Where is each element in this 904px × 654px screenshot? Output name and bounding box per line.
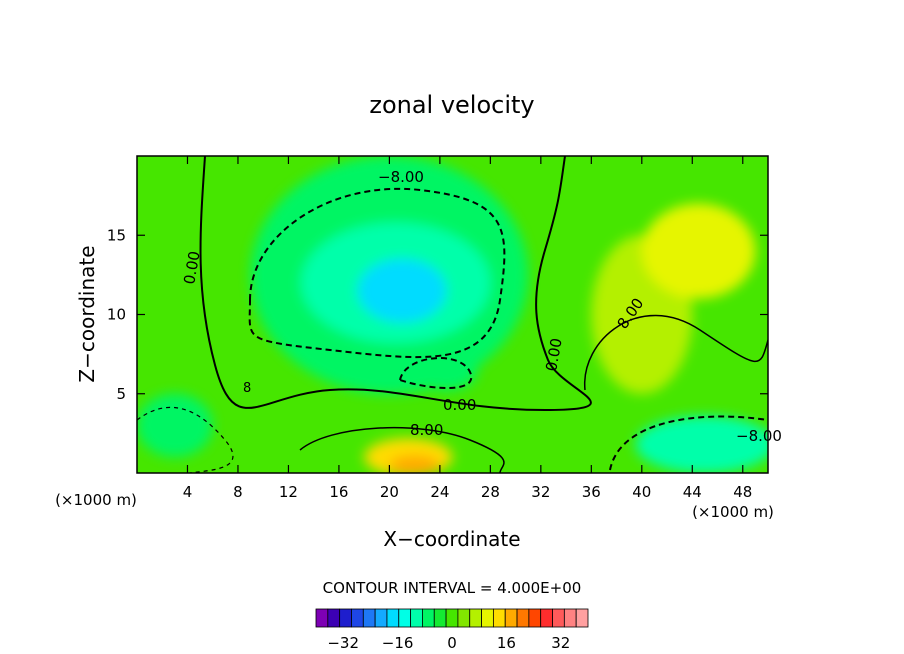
field-region-1 — [137, 393, 213, 458]
colorbar-swatch-10 — [433, 608, 447, 628]
x-unit-right: (×1000 m) — [692, 503, 774, 521]
x-tick-label-24: 24 — [430, 483, 449, 501]
x-tick-label-28: 28 — [481, 483, 500, 501]
contour-label-neg8-top: −8.00 — [378, 168, 424, 186]
contour-lines — [137, 156, 768, 473]
heatmap-field — [137, 156, 768, 473]
colorbar-swatch-19 — [540, 608, 553, 628]
colorbar-swatch-11 — [445, 608, 459, 628]
contour-label-zero-bottom: 0.00 — [443, 396, 476, 414]
colorbar-swatch-15 — [492, 608, 506, 628]
colorbar — [315, 608, 589, 628]
colorbar-swatch-16 — [504, 608, 518, 628]
colorbar-swatch-21 — [563, 608, 577, 628]
colorbar-swatch-7 — [398, 608, 412, 628]
x-tick-label-40: 40 — [632, 483, 651, 501]
contour-neg8-mid — [398, 357, 473, 390]
colorbar-swatch-1 — [327, 608, 341, 628]
colorbar-swatch-5 — [374, 608, 388, 628]
contour-neg8-upper — [248, 187, 506, 359]
contour-label-8-small: 8 — [243, 381, 251, 396]
contour-label-zero-left: 0.00 — [180, 250, 204, 286]
x-tick-label-48: 48 — [733, 483, 752, 501]
colorbar-swatch-17 — [516, 608, 530, 628]
colorbar-swatch-4 — [362, 608, 376, 628]
y-tick-label-15: 15 — [107, 226, 126, 244]
x-tick-label-4: 4 — [183, 483, 193, 501]
y-tick-label-10: 10 — [107, 306, 126, 324]
contour-neg8-bottomright — [609, 415, 768, 471]
x-axis: 4 8 12 16 20 24 28 32 36 40 44 48 — [183, 156, 752, 501]
colorbar-swatch-8 — [410, 608, 423, 628]
colorbar-swatch-18 — [528, 608, 542, 628]
colorbar-swatch-14 — [481, 608, 494, 628]
x-tick-label-16: 16 — [329, 483, 348, 501]
colorbar-swatch-22 — [575, 608, 589, 628]
y-axis: 5 10 15 — [107, 226, 768, 403]
contour-neg4-left — [137, 406, 234, 473]
colorbar-tick-label-4: 32 — [551, 634, 570, 652]
y-axis-label: Z−coordinate — [75, 245, 99, 382]
colorbar-labels: −32 −16 0 16 32 — [327, 634, 570, 652]
x-tick-label-44: 44 — [683, 483, 702, 501]
contour-label-zero-right: 0.00 — [542, 337, 566, 373]
x-tick-label-8: 8 — [233, 483, 243, 501]
x-tick-label-12: 12 — [279, 483, 298, 501]
contour-zero-main — [199, 156, 592, 412]
y-tick-label-5: 5 — [116, 385, 126, 403]
field-regions — [137, 156, 768, 473]
x-tick-label-32: 32 — [531, 483, 550, 501]
colorbar-swatch-20 — [552, 608, 565, 628]
colorbar-swatch-0 — [315, 608, 329, 628]
contour-8-bottom — [299, 426, 505, 473]
contour-label-group: −8.00 0.00 0.00 0.00 8.00 8.00 −8.00 8 — [180, 168, 782, 445]
contour-label-8-bottom: 8.00 — [410, 421, 443, 439]
field-region-8 — [357, 259, 447, 323]
colorbar-swatch-13 — [469, 608, 482, 628]
contour-8-right — [584, 314, 768, 391]
colorbar-swatch-9 — [422, 608, 435, 628]
field-region-5 — [641, 203, 756, 299]
field-region-9 — [389, 455, 440, 473]
colorbar-tick-label-0: −32 — [327, 634, 359, 652]
colorbar-tick-label-1: −16 — [382, 634, 414, 652]
colorbar-tick-label-2: 0 — [447, 634, 457, 652]
x-axis-label: X−coordinate — [383, 527, 520, 551]
x-unit-left: (×1000 m) — [55, 491, 137, 509]
colorbar-tick-label-3: 16 — [497, 634, 516, 652]
colorbar-swatch-6 — [386, 608, 400, 628]
contour-interval-text: CONTOUR INTERVAL = 4.000E+00 — [323, 579, 582, 597]
colorbar-swatch-3 — [351, 608, 364, 628]
x-tick-label-36: 36 — [582, 483, 601, 501]
x-tick-label-20: 20 — [380, 483, 399, 501]
colorbar-swatch-2 — [339, 608, 352, 628]
contour-label-neg8-bottomright: −8.00 — [736, 427, 782, 445]
field-region-4 — [635, 415, 768, 473]
chart-title: zonal velocity — [369, 91, 534, 119]
colorbar-swatch-12 — [457, 608, 471, 628]
